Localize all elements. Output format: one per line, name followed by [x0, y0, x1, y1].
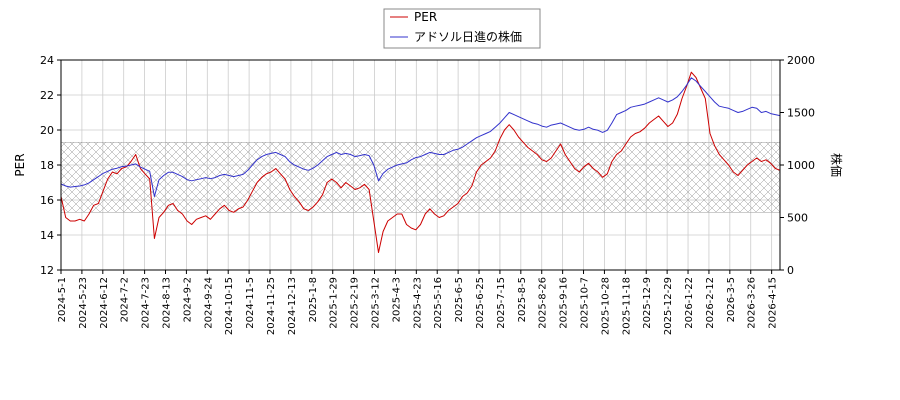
x-tick-label: 2026-3-26 — [747, 277, 758, 329]
series-line-price — [61, 77, 780, 197]
x-tick-label: 2024-8-13 — [162, 277, 173, 329]
y-left-tick-label: 18 — [40, 159, 54, 172]
x-tick-label: 2025-6-5 — [454, 277, 465, 322]
y-axis-right: 0 500 1000 1500 2000 — [780, 54, 815, 277]
x-tick-label: 2025-10-28 — [600, 277, 611, 335]
y-left-tick-label: 24 — [40, 54, 54, 67]
x-tick-label: 2026-4-15 — [768, 277, 779, 329]
x-tick-label: 2025-11-18 — [621, 277, 632, 335]
legend: PER アドソル日進の株価 — [383, 8, 541, 49]
range-band — [60, 142, 781, 213]
x-tick-label: 2025-8-5 — [517, 277, 528, 322]
y-axis-left: 12 14 16 18 20 22 24 — [40, 54, 61, 277]
y-left-tick-label: 14 — [40, 229, 54, 242]
y-left-tick-label: 16 — [40, 194, 54, 207]
y-right-tick-label: 1000 — [787, 159, 815, 172]
x-tick-label: 2025-12-9 — [642, 277, 653, 329]
x-axis: 2024-5-1 2024-5-23 2024-6-12 2024-7-2 2024-7… — [57, 270, 779, 335]
x-tick-label: 2025-3-12 — [371, 277, 382, 329]
x-tick-label: 2024-6-12 — [99, 277, 110, 329]
x-tick-label: 2024-9-2 — [182, 277, 193, 322]
x-tick-label: 2025-9-16 — [559, 277, 570, 329]
x-tick-label: 2025-6-25 — [475, 277, 486, 329]
x-tick-label: 2025-2-19 — [350, 277, 361, 329]
x-tick-label: 2024-9-24 — [203, 277, 214, 329]
y-right-tick-label: 500 — [787, 212, 808, 225]
x-tick-label: 2024-7-23 — [141, 277, 152, 329]
series-layer — [61, 71, 780, 253]
x-tick-label: 2025-8-26 — [538, 277, 549, 329]
x-tick-label: 2024-5-1 — [57, 277, 68, 322]
x-tick-label: 2025-7-15 — [496, 277, 507, 329]
x-tick-label: 2024-11-5 — [245, 277, 256, 329]
y-right-tick-label: 1500 — [787, 107, 815, 120]
x-tick-label: 2024-5-23 — [78, 277, 89, 329]
x-tick-label: 2026-3-5 — [726, 277, 737, 322]
x-tick-label: 2025-1-8 — [308, 277, 319, 322]
x-tick-label: 2025-1-29 — [329, 277, 340, 329]
x-tick-label: 2024-11-25 — [266, 277, 277, 335]
legend-label-per: PER — [414, 10, 437, 24]
y-right-tick-label: 0 — [787, 264, 794, 277]
x-tick-label: 2025-5-16 — [433, 277, 444, 329]
y-axis-left-label: PER — [13, 153, 27, 176]
x-tick-label: 2026-1-22 — [684, 277, 695, 329]
x-tick-label: 2025-10-7 — [580, 277, 591, 329]
x-tick-label: 2026-2-12 — [705, 277, 716, 329]
series-line-per — [61, 71, 780, 253]
x-tick-label: 2025-4-23 — [412, 277, 423, 329]
y-right-tick-label: 2000 — [787, 54, 815, 67]
x-tick-label: 2024-7-2 — [120, 277, 131, 322]
x-tick-label: 2024-10-15 — [224, 277, 235, 335]
y-axis-right-label: 株価 — [829, 153, 844, 177]
x-tick-label: 2024-12-13 — [287, 277, 298, 335]
y-left-tick-label: 12 — [40, 264, 54, 277]
legend-label-price: アドソル日進の株価 — [414, 29, 522, 44]
x-tick-label: 2025-12-29 — [663, 277, 674, 335]
legend-frame — [383, 8, 541, 49]
x-tick-label: 2025-4-3 — [391, 277, 402, 322]
y-left-tick-label: 20 — [40, 124, 54, 137]
y-left-tick-label: 22 — [40, 89, 54, 102]
